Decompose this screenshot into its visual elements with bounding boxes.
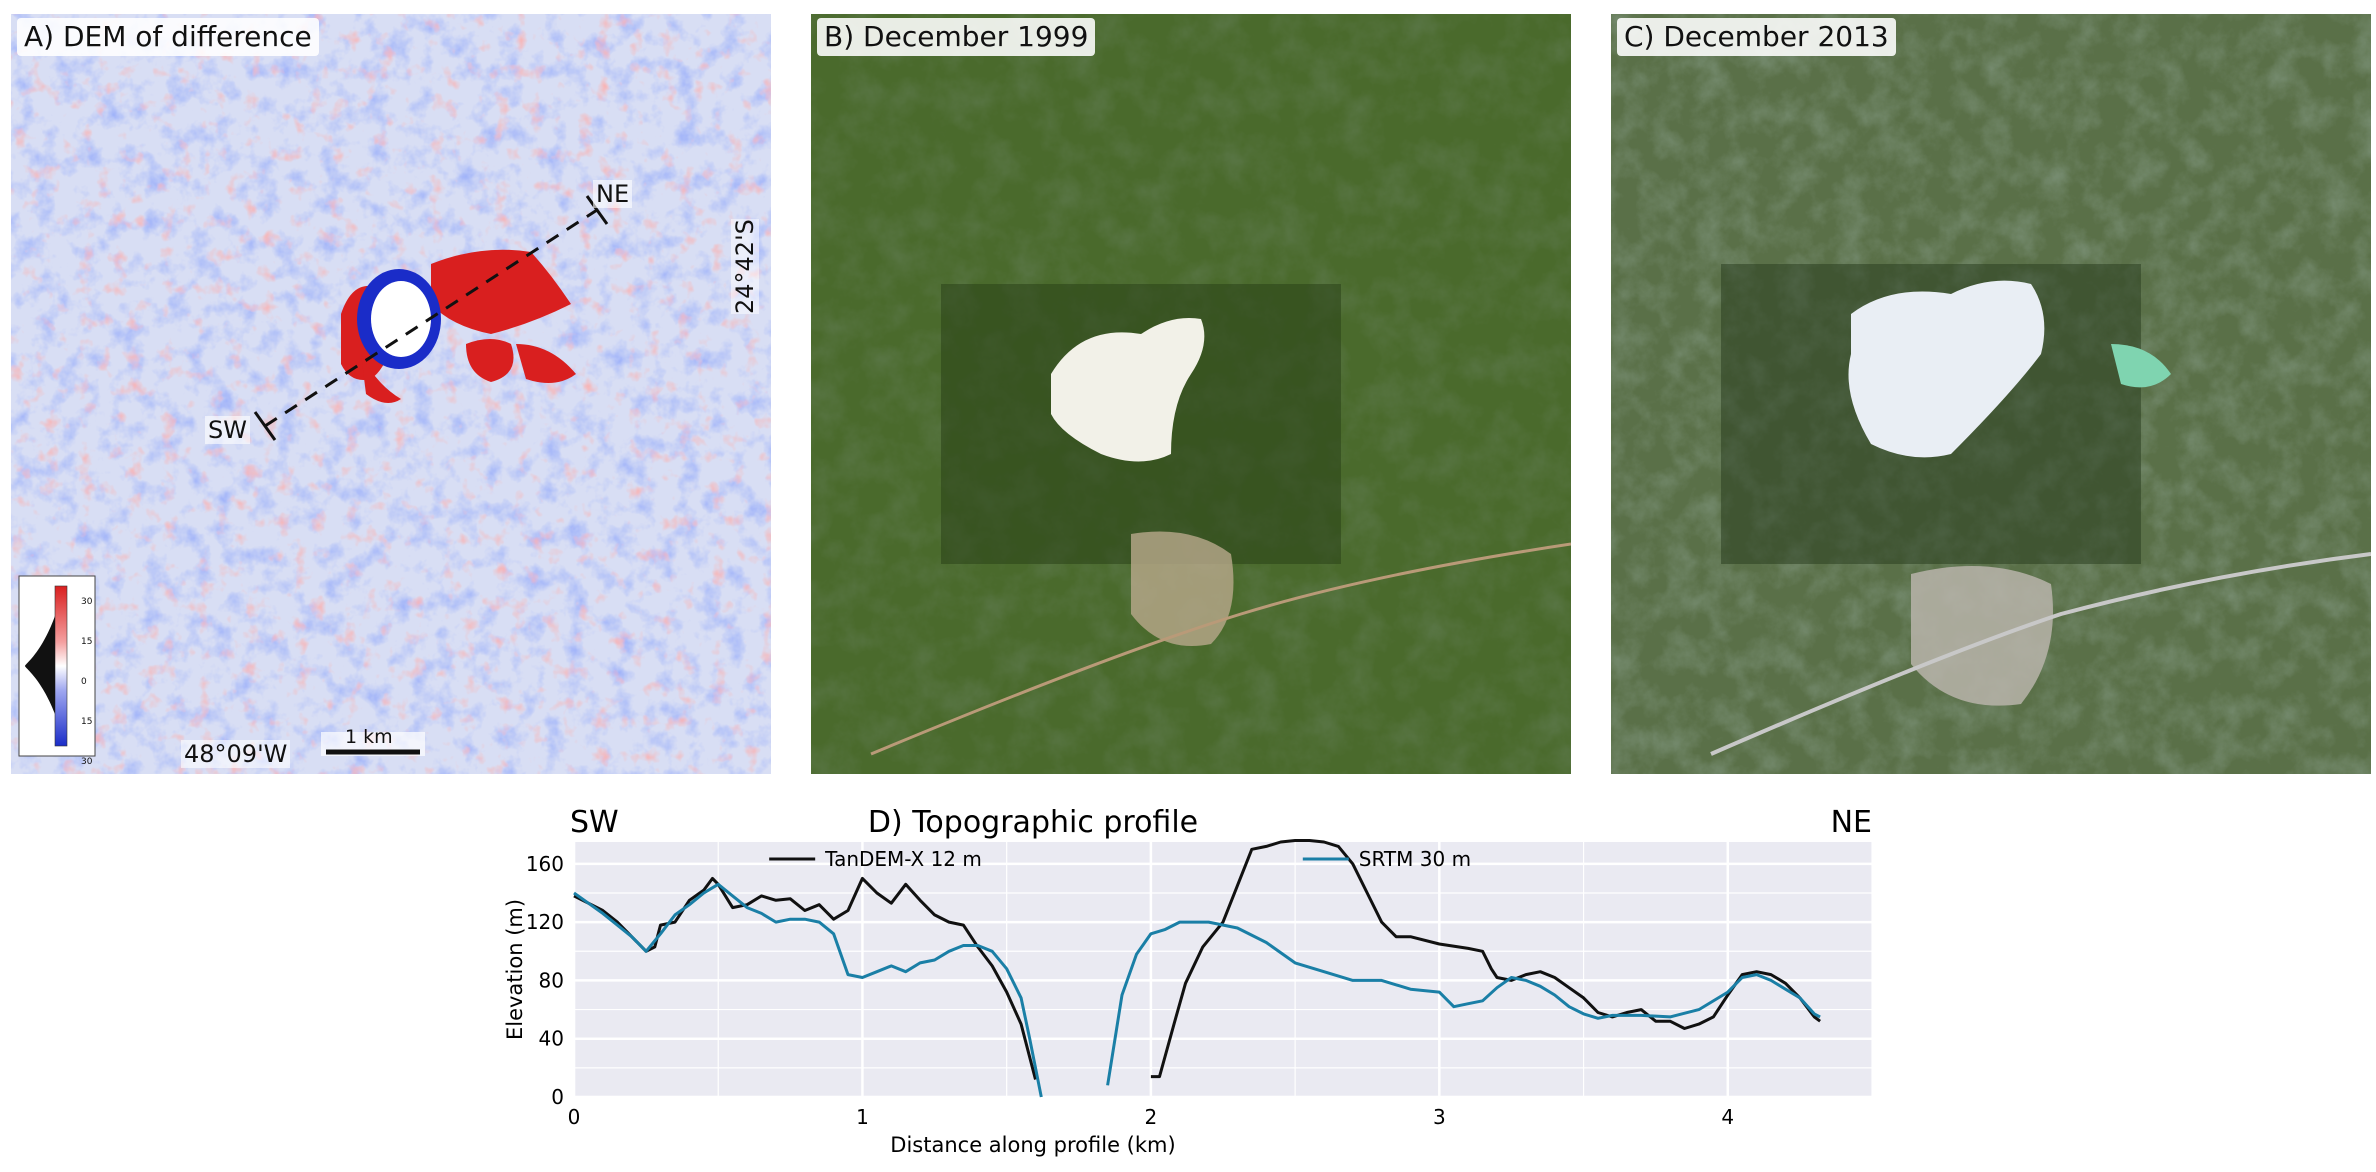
- colorbar-tick: 0: [81, 677, 87, 687]
- profile-end-label: NE: [593, 180, 633, 208]
- profile-end-tick: [585, 195, 609, 225]
- colorbar: [54, 585, 68, 747]
- satellite-image-2013-graphic: [1611, 14, 2371, 774]
- longitude-label: 48°09'W: [181, 740, 291, 768]
- town-area: [1131, 531, 1234, 646]
- legend: TanDEM-X 12 m SRTM 30 m: [769, 847, 1471, 871]
- panel-c-title: C) December 2013: [1617, 18, 1896, 56]
- profile-end-label: NE: [1831, 805, 1872, 840]
- series-line-tandem: [573, 876, 1037, 1080]
- tailings-pond: [2111, 344, 2171, 388]
- satellite-image-2013: C) December 2013: [1611, 14, 2371, 774]
- y-tick-label: 80: [539, 968, 564, 992]
- y-tick-label: 40: [539, 1027, 564, 1051]
- town-area: [1911, 566, 2053, 706]
- x-tick-label: 2: [1145, 1105, 1158, 1129]
- x-tick-label: 0: [568, 1105, 581, 1129]
- colorbar-tick: 15: [81, 637, 93, 647]
- legend-label-srtm: SRTM 30 m: [1359, 847, 1471, 871]
- colorbar-tick: 30: [81, 757, 93, 767]
- satellite-image-1999: B) December 1999: [811, 14, 1571, 774]
- y-tick-label: 160: [526, 852, 564, 876]
- dem-difference-map: [11, 14, 771, 774]
- dem-difference-panel: A) DEM of difference SW NE 24°42'S 48°09…: [11, 14, 771, 774]
- profile-start-label: SW: [205, 416, 250, 444]
- profile-start-label: SW: [570, 805, 619, 840]
- series-lines: [573, 839, 1821, 1098]
- plot-area: [574, 842, 1872, 1097]
- chart-title: D) Topographic profile: [868, 805, 1198, 840]
- colorbar-tick: 30: [81, 597, 93, 607]
- dem-gain-area: [361, 354, 401, 403]
- x-tick-label: 3: [1433, 1105, 1446, 1129]
- mine-pit: [1848, 280, 2045, 458]
- x-tick-label: 4: [1721, 1105, 1734, 1129]
- x-tick-label: 1: [856, 1105, 869, 1129]
- panel-a-title: A) DEM of difference: [17, 18, 319, 56]
- panel-b-title: B) December 1999: [817, 18, 1096, 56]
- satellite-image-1999-graphic: [811, 14, 1571, 774]
- y-tick-label: 120: [526, 910, 564, 934]
- grid-lines: [572, 842, 1873, 1099]
- series-line-srtm: [573, 882, 1043, 1098]
- y-axis-label: Elevation (m): [503, 899, 527, 1040]
- legend-label-tandem: TanDEM-X 12 m: [824, 847, 982, 871]
- latitude-label: 24°42'S: [731, 219, 759, 314]
- y-tick-label: 0: [551, 1085, 564, 1109]
- histogram-shape: [25, 616, 55, 714]
- profile-end-tick: [253, 411, 277, 441]
- series-line-srtm: [1106, 920, 1821, 1086]
- dem-gain-area: [466, 339, 514, 382]
- series-line-tandem: [1150, 839, 1821, 1079]
- colorbar-tick: 15: [81, 717, 93, 727]
- x-axis-label: Distance along profile (km): [890, 1133, 1175, 1157]
- profile-line: [264, 208, 598, 428]
- dem-gain-area: [516, 344, 576, 383]
- highway: [1710, 552, 2371, 756]
- no-data-area: [371, 281, 431, 357]
- colorbar-ticks: 30 15 0 15 30: [81, 582, 92, 774]
- mine-clearing: [1051, 318, 1205, 462]
- dem-gain-area: [431, 249, 571, 334]
- topographic-profile-panel: 0 1 2 3 4 0 40 80 120 160 D) Topographic profile …: [0, 790, 2376, 1168]
- scale-bar-label: 1 km: [345, 726, 393, 748]
- road: [870, 542, 1571, 756]
